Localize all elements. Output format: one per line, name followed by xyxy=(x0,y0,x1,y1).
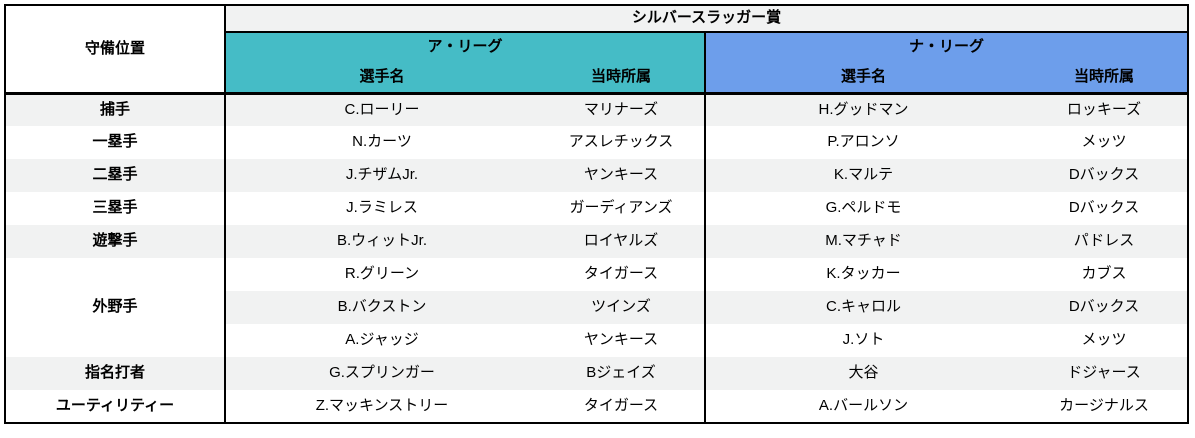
nl-player-cell: C.キャロル xyxy=(704,291,1021,324)
al-team-cell: タイガース xyxy=(583,265,659,283)
nl-player-cell: J.ソト xyxy=(704,324,1021,357)
silver-slugger-table: 守備位置 シルバースラッガー賞 ア・リーグ ナ・リーグ 選手名 当時所属 選手名… xyxy=(4,4,1190,424)
position-cell: ユーティリティー xyxy=(5,390,226,423)
nl-team-cell: Dバックス xyxy=(1021,159,1189,192)
nl-player-cell: A.バールソン xyxy=(704,390,1021,423)
al-team-cell: ヤンキース xyxy=(583,331,659,349)
position-cell-outfield: 外野手 xyxy=(5,258,226,357)
al-player-cell: N.カーツ xyxy=(352,133,412,151)
nl-player-cell: 大谷 xyxy=(704,357,1021,390)
nl-team-cell: ドジャース xyxy=(1021,357,1189,390)
al-team-cell: タイガース xyxy=(583,396,659,414)
table-row-outfield-3: A.ジャッジ ヤンキース J.ソト メッツ xyxy=(5,324,1188,357)
al-team-cell: Bジェイズ xyxy=(538,357,705,390)
header-row-award: 守備位置 シルバースラッガー賞 xyxy=(5,5,1189,95)
nl-team-cell: Dバックス xyxy=(1068,199,1140,217)
nl-player-cell: M.マチャド xyxy=(704,225,1021,258)
al-player-cell: B.バクストン xyxy=(225,291,538,324)
nl-team-column-header: 当時所属 xyxy=(1021,62,1189,95)
nl-player-column-header: 選手名 xyxy=(704,62,1021,95)
nl-player-cell: P.アロンソ xyxy=(704,126,1021,159)
al-league-header: ア・リーグ xyxy=(225,32,705,62)
nl-player-cell: K.タッカー xyxy=(704,258,1021,291)
table-row-outfield-1: 外野手 R.グリーン タイガース K.タッカー カブス xyxy=(5,258,1188,357)
al-player-cell: C.ローリー xyxy=(225,93,538,126)
al-team-cell: ガーディアンズ xyxy=(569,199,673,217)
position-cell: 三塁手 xyxy=(5,192,226,225)
table-row-catcher: 捕手 C.ローリー マリナーズ H.グッドマン ロッキーズ xyxy=(5,93,1189,126)
nl-player-cell: K.マルテ xyxy=(704,159,1021,192)
nl-player-cell: G.ペルドモ xyxy=(704,192,1021,225)
table-row-second-base: 二塁手 J.チザムJr. ヤンキース K.マルテ Dバックス xyxy=(5,159,1189,192)
nl-team-cell: メッツ xyxy=(1081,133,1127,151)
table-row-utility: ユーティリティー Z.マッキンストリー タイガース A.バールソン カージナルス xyxy=(5,390,1188,423)
al-player-cell: B.ウィットJr. xyxy=(225,225,538,258)
nl-player-cell: H.グッドマン xyxy=(704,93,1021,126)
al-team-column-header: 当時所属 xyxy=(538,62,705,95)
nl-team-cell: Dバックス xyxy=(1021,291,1189,324)
page: 守備位置 シルバースラッガー賞 ア・リーグ ナ・リーグ 選手名 当時所属 選手名… xyxy=(4,4,1190,424)
al-team-cell: ヤンキース xyxy=(538,159,705,192)
position-cell: 遊撃手 xyxy=(5,225,226,258)
al-team-cell: ツインズ xyxy=(538,291,705,324)
table-row-shortstop: 遊撃手 B.ウィットJr. ロイヤルズ M.マチャド パドレス xyxy=(5,225,1189,258)
nl-team-cell: メッツ xyxy=(1081,331,1127,349)
nl-team-cell: カブス xyxy=(1081,265,1127,283)
table-row-dh: 指名打者 G.スプリンガー Bジェイズ 大谷 ドジャース xyxy=(5,357,1189,390)
position-cell: 捕手 xyxy=(5,93,226,126)
al-team-cell: アスレチックス xyxy=(568,133,674,151)
al-player-column-header: 選手名 xyxy=(225,62,538,95)
al-player-cell: G.スプリンガー xyxy=(225,357,538,390)
al-player-cell: R.グリーン xyxy=(344,265,420,283)
position-cell: 一塁手 xyxy=(5,126,226,159)
award-title: シルバースラッガー賞 xyxy=(225,5,1189,33)
al-player-cell: Z.マッキンストリー xyxy=(315,396,449,414)
position-cell: 二塁手 xyxy=(5,159,226,192)
nl-team-cell: ロッキーズ xyxy=(1021,93,1189,126)
header-row-columns: 選手名 当時所属 選手名 当時所属 xyxy=(5,62,1189,95)
al-team-cell: ロイヤルズ xyxy=(538,225,705,258)
al-player-cell: A.ジャッジ xyxy=(345,331,419,349)
position-column-header: 守備位置 xyxy=(5,5,226,95)
table-row-first-base: 一塁手 N.カーツ アスレチックス P.アロンソ メッツ xyxy=(5,126,1188,159)
nl-league-header: ナ・リーグ xyxy=(703,32,1189,62)
nl-team-cell: パドレス xyxy=(1021,225,1189,258)
al-player-cell: J.ラミレス xyxy=(346,199,418,217)
position-cell: 指名打者 xyxy=(5,357,226,390)
al-player-cell: J.チザムJr. xyxy=(225,159,538,192)
header-row-leagues: ア・リーグ ナ・リーグ xyxy=(5,32,1189,62)
table-row-third-base: 三塁手 J.ラミレス ガーディアンズ G.ペルドモ Dバックス xyxy=(5,192,1188,225)
nl-team-cell: カージナルス xyxy=(1059,396,1149,414)
al-team-cell: マリナーズ xyxy=(538,93,705,126)
table-row-outfield-2: B.バクストン ツインズ C.キャロル Dバックス xyxy=(5,291,1189,324)
